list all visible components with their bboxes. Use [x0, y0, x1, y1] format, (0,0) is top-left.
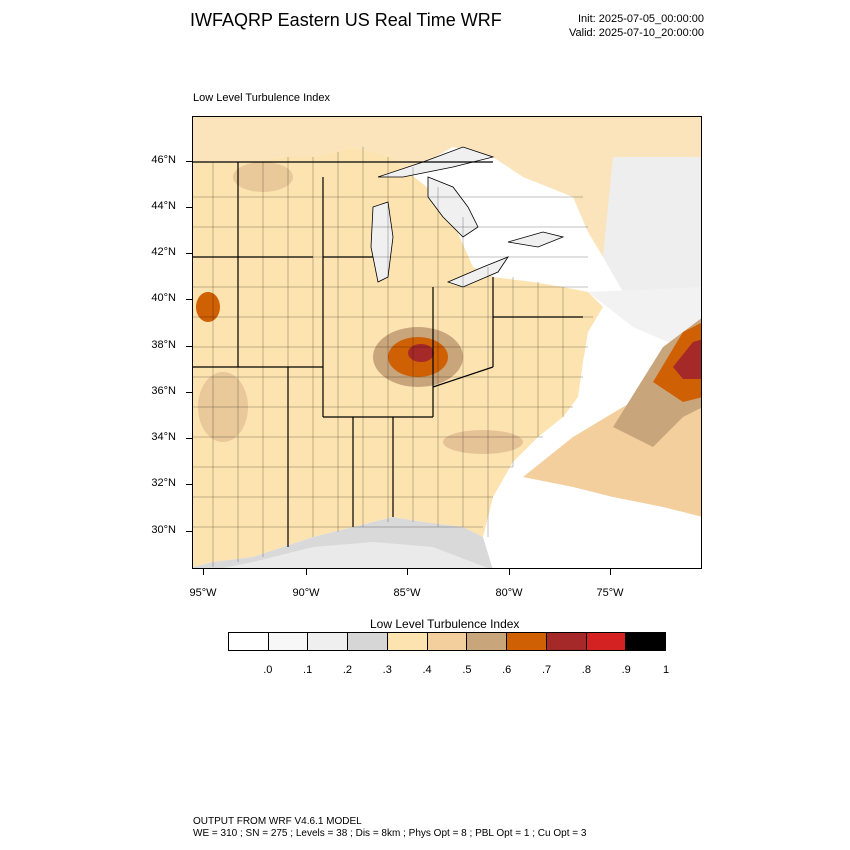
lat-label: 40°N — [151, 292, 176, 304]
colorbar-cell — [308, 633, 349, 650]
kentucky-turbulence-peak — [408, 344, 434, 362]
state-boundaries — [193, 161, 583, 547]
lon-tick — [509, 569, 510, 575]
footer-model-line: OUTPUT FROM WRF V4.6.1 MODEL — [193, 816, 362, 827]
gulf-inner-shade — [223, 542, 488, 568]
colorbar-label: 1 — [662, 664, 670, 676]
lon-label: 85°W — [393, 587, 421, 599]
lon-tick — [306, 569, 307, 575]
colorbar-cell — [467, 633, 508, 650]
colorbar-cell — [546, 633, 587, 650]
lat-label: 44°N — [151, 200, 176, 212]
lake-ontario — [507, 231, 565, 248]
turbulence-map — [193, 117, 701, 568]
colorbar-label: .5 — [462, 664, 472, 676]
colorbar-label: .7 — [541, 664, 552, 676]
colorbar-cell — [626, 633, 666, 650]
colorbar-cell — [268, 633, 309, 650]
lat-label: 30°N — [151, 524, 176, 536]
colorbar-label: .9 — [621, 664, 631, 676]
colorbar-label: .6 — [502, 664, 512, 676]
lon-label: 75°W — [596, 587, 624, 599]
colorbar-label: .4 — [422, 664, 432, 676]
colorbar-cell — [348, 633, 388, 650]
colorbar — [228, 632, 666, 651]
lat-label: 32°N — [151, 477, 176, 489]
lake-huron — [427, 176, 479, 238]
colorbar-label: .2 — [342, 664, 353, 676]
lat-tick — [186, 438, 192, 439]
colorbar-cell — [427, 633, 468, 650]
canada-land — [193, 117, 701, 257]
lat-tick — [186, 161, 192, 162]
lat-label: 34°N — [151, 431, 176, 443]
lat-tick — [186, 531, 192, 532]
lat-tick — [186, 392, 192, 393]
colorbar-cell — [229, 633, 269, 650]
init-time-label: Init: 2025-07-05_00:00:00 — [578, 13, 704, 25]
ocean-gray-band — [588, 287, 701, 357]
lat-tick — [186, 253, 192, 254]
lat-tick — [186, 346, 192, 347]
colorbar-cell — [387, 633, 428, 650]
atlantic-peak-red — [673, 339, 701, 379]
map-frame — [192, 116, 702, 569]
lat-tick — [186, 299, 192, 300]
colorbar-cell — [586, 633, 627, 650]
footer-config-line: WE = 310 ; SN = 275 ; Levels = 38 ; Dis … — [193, 828, 587, 839]
lon-label: 90°W — [292, 587, 320, 599]
lat-tick — [186, 484, 192, 485]
lon-tick — [407, 569, 408, 575]
lon-tick — [610, 569, 611, 575]
colorbar-label: .3 — [382, 664, 392, 676]
lat-label: 36°N — [151, 385, 176, 397]
tan-patch-carolina — [443, 430, 523, 454]
lon-tick — [203, 569, 204, 575]
colorbar-label: .1 — [303, 664, 313, 676]
colorbar-cell — [507, 633, 547, 650]
lat-label: 46°N — [151, 154, 176, 166]
lon-label: 80°W — [495, 587, 523, 599]
lat-label: 42°N — [151, 246, 176, 258]
main-title: IWFAQRP Eastern US Real Time WRF — [190, 10, 502, 30]
colorbar-label: .0 — [263, 664, 273, 676]
lat-label: 38°N — [151, 339, 176, 351]
colorbar-label: .8 — [581, 664, 591, 676]
western-turbulence-spot — [196, 292, 220, 322]
lat-tick — [186, 207, 192, 208]
panel-title: Low Level Turbulence Index — [193, 92, 330, 104]
lon-label: 95°W — [189, 587, 217, 599]
valid-time-label: Valid: 2025-07-10_20:00:00 — [569, 27, 704, 39]
colorbar-title: Low Level Turbulence Index — [370, 617, 520, 631]
